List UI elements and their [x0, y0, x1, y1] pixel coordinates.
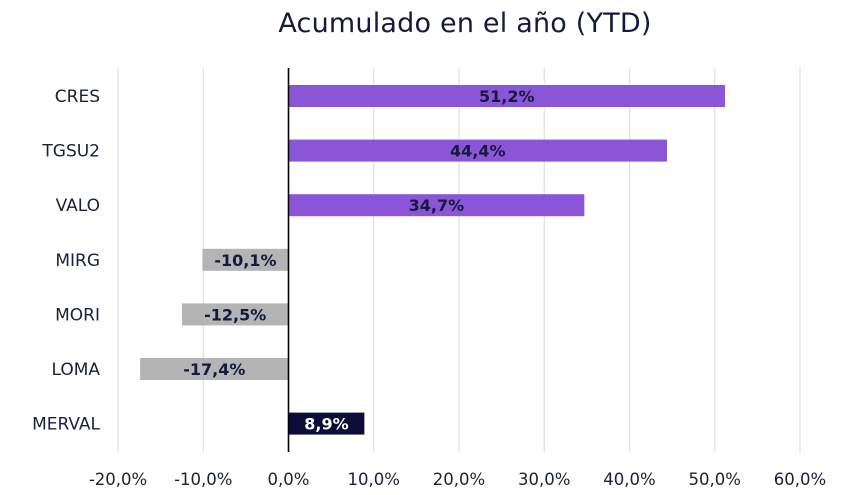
bar-loma — [140, 358, 289, 380]
data-label-tgsu2: 44,4% — [450, 142, 506, 161]
category-label-tgsu2: TGSU2 — [41, 142, 100, 162]
category-label-valo: VALO — [56, 196, 100, 216]
bar-mori — [181, 303, 289, 326]
x-tick-label: 0,0% — [268, 470, 310, 489]
x-tick-label: -20,0% — [89, 470, 147, 489]
data-label-mori: -12,5% — [204, 305, 266, 324]
data-labels: 51,2% 44,4% 34,7% -10,1% -12,5% -17,4% 8,9% — [183, 87, 534, 434]
bar-valo — [288, 194, 585, 217]
x-tick-label: 10,0% — [348, 470, 400, 489]
x-tick-label: 50,0% — [689, 470, 741, 489]
data-label-valo: 34,7% — [409, 196, 465, 215]
data-label-merval: 8,9% — [304, 415, 348, 434]
x-tick-label: 20,0% — [433, 470, 485, 489]
bar-cres — [288, 85, 725, 107]
category-labels: CRES TGSU2 VALO MIRG MORI LOMA MERVAL — [32, 87, 100, 435]
data-label-loma: -17,4% — [183, 360, 245, 379]
category-label-loma: LOMA — [51, 360, 100, 380]
category-label-mori: MORI — [55, 305, 100, 325]
category-label-merval: MERVAL — [32, 415, 100, 435]
data-label-cres: 51,2% — [479, 87, 535, 106]
x-tick-label: 30,0% — [518, 470, 570, 489]
category-label-mirg: MIRG — [55, 251, 100, 271]
x-tick-label: 40,0% — [603, 470, 655, 489]
bar-mirg — [202, 248, 289, 271]
x-tick-label: -10,0% — [174, 470, 232, 489]
bars — [140, 85, 725, 435]
category-label-cres: CRES — [55, 87, 100, 107]
chart-title: Acumulado en el año (YTD) — [278, 8, 652, 39]
bar-merval — [288, 412, 365, 435]
bar-tgsu2 — [288, 139, 668, 162]
x-tick-label: 60,0% — [774, 470, 826, 489]
x-tick-labels: -20,0% -10,0% 0,0% 10,0% 20,0% 30,0% 40,0% 50,0… — [89, 470, 826, 489]
data-label-mirg: -10,1% — [214, 251, 276, 270]
